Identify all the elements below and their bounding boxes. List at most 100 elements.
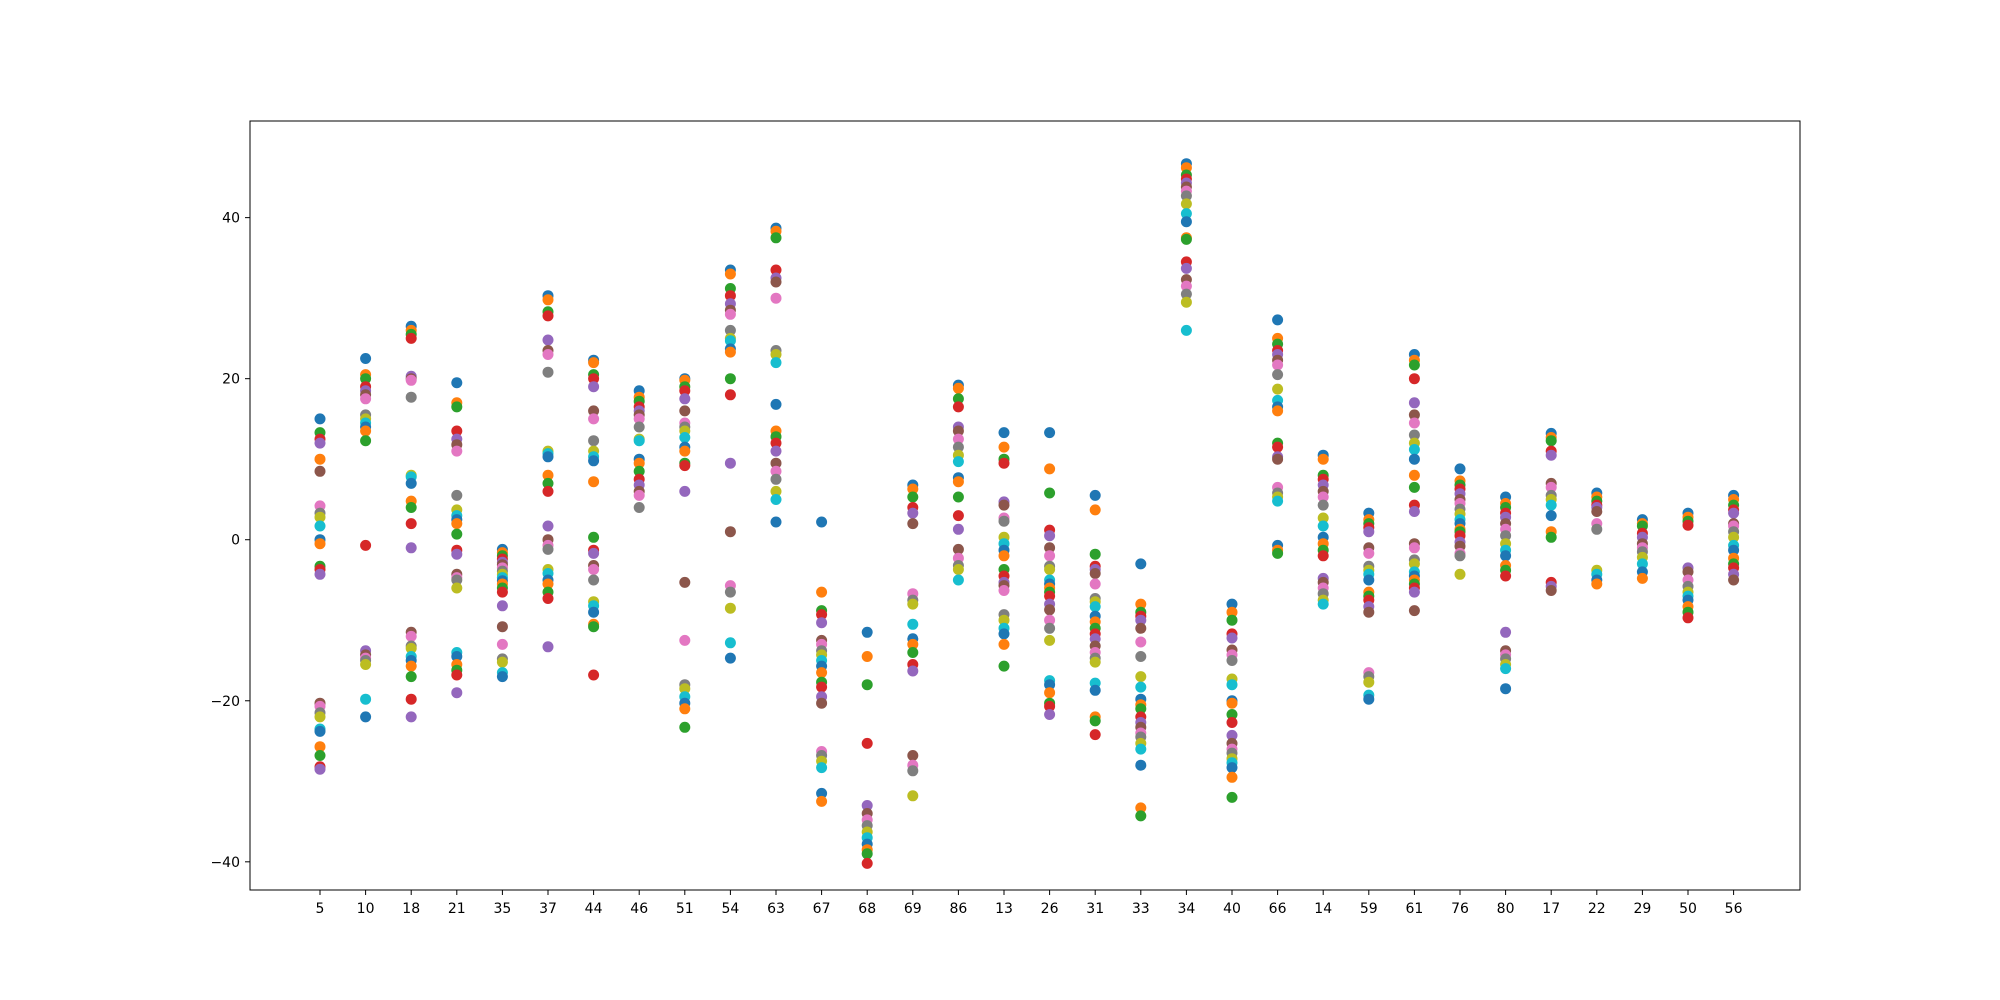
- data-point: [679, 393, 691, 405]
- data-point: [770, 264, 782, 276]
- data-point: [314, 741, 326, 753]
- data-point: [679, 485, 691, 497]
- data-point: [1317, 598, 1329, 610]
- data-point: [588, 455, 600, 467]
- data-point: [907, 765, 919, 777]
- data-point: [542, 641, 554, 653]
- data-point: [588, 381, 600, 393]
- data-point: [1728, 507, 1740, 519]
- x-tick-label: 69: [904, 901, 922, 917]
- data-point: [314, 763, 326, 775]
- data-point: [952, 491, 964, 503]
- data-point: [1545, 449, 1557, 461]
- data-point: [405, 502, 417, 513]
- data-point: [1363, 693, 1375, 705]
- data-point: [770, 349, 782, 360]
- x-tick-label: 68: [858, 901, 876, 917]
- data-point: [633, 465, 645, 477]
- data-point: [588, 357, 600, 369]
- data-point: [1135, 614, 1147, 626]
- data-point: [907, 647, 919, 658]
- data-point: [998, 614, 1010, 626]
- data-point: [770, 465, 782, 477]
- data-point: [1500, 626, 1512, 638]
- data-point: [952, 476, 964, 488]
- data-point: [1545, 435, 1557, 447]
- data-point: [633, 457, 645, 469]
- data-point: [724, 335, 736, 347]
- data-point: [861, 626, 873, 638]
- data-point: [679, 385, 691, 397]
- y-tick-label: −40: [210, 855, 240, 871]
- data-point: [907, 638, 919, 650]
- data-point: [1272, 453, 1284, 465]
- data-point: [542, 477, 554, 489]
- data-point: [1408, 481, 1420, 493]
- data-point: [724, 637, 736, 649]
- data-point: [451, 518, 463, 530]
- data-point: [1135, 558, 1147, 570]
- x-tick-label: 13: [995, 901, 1013, 917]
- x-tick-label: 59: [1360, 901, 1378, 917]
- data-point: [679, 460, 691, 472]
- data-point: [451, 651, 463, 662]
- data-point: [998, 628, 1010, 640]
- data-point: [907, 618, 919, 630]
- y-tick-label: 20: [222, 372, 240, 388]
- data-point: [952, 574, 964, 586]
- data-point: [1272, 369, 1284, 381]
- x-tick-label: 18: [402, 901, 420, 917]
- data-point: [1089, 578, 1101, 590]
- data-point: [1135, 810, 1147, 822]
- data-point: [1545, 510, 1557, 522]
- x-tick-label: 63: [767, 901, 785, 917]
- data-point: [724, 268, 736, 280]
- data-point: [1408, 409, 1420, 421]
- data-point: [861, 800, 873, 811]
- data-points: [314, 158, 1740, 869]
- data-point: [314, 511, 326, 523]
- data-point: [1317, 499, 1329, 511]
- data-point: [770, 398, 782, 410]
- x-tick-label: 29: [1633, 901, 1651, 917]
- data-point: [405, 374, 417, 386]
- data-point: [1226, 598, 1238, 610]
- data-point: [588, 606, 600, 618]
- data-point: [861, 651, 873, 662]
- data-point: [998, 638, 1010, 650]
- data-point: [1272, 359, 1284, 371]
- data-point: [1545, 585, 1557, 596]
- x-tick-label: 37: [539, 901, 557, 917]
- data-point: [405, 711, 417, 723]
- data-point: [1089, 715, 1101, 727]
- data-point: [770, 516, 782, 528]
- data-point: [1272, 383, 1284, 395]
- data-point: [1682, 566, 1694, 578]
- data-point: [998, 585, 1010, 596]
- data-point: [1545, 531, 1557, 543]
- y-tick-label: 0: [231, 533, 240, 549]
- data-point: [588, 564, 600, 575]
- data-point: [542, 485, 554, 497]
- data-point: [724, 652, 736, 664]
- data-point: [496, 638, 508, 650]
- data-point: [588, 574, 600, 586]
- data-point: [1044, 564, 1056, 575]
- data-point: [679, 445, 691, 457]
- data-point: [724, 290, 736, 302]
- data-point: [1226, 632, 1238, 644]
- x-tick-label: 61: [1405, 901, 1423, 917]
- data-point: [1226, 606, 1238, 618]
- data-point: [679, 683, 691, 695]
- data-point: [405, 671, 417, 683]
- data-point: [724, 373, 736, 385]
- data-point: [1408, 542, 1420, 554]
- data-point: [1408, 469, 1420, 481]
- data-point: [679, 721, 691, 733]
- data-point: [1591, 506, 1603, 517]
- x-tick-label: 80: [1497, 901, 1515, 917]
- data-point: [679, 703, 691, 715]
- data-point: [724, 308, 736, 320]
- data-point: [816, 787, 828, 799]
- x-tick-label: 35: [493, 901, 511, 917]
